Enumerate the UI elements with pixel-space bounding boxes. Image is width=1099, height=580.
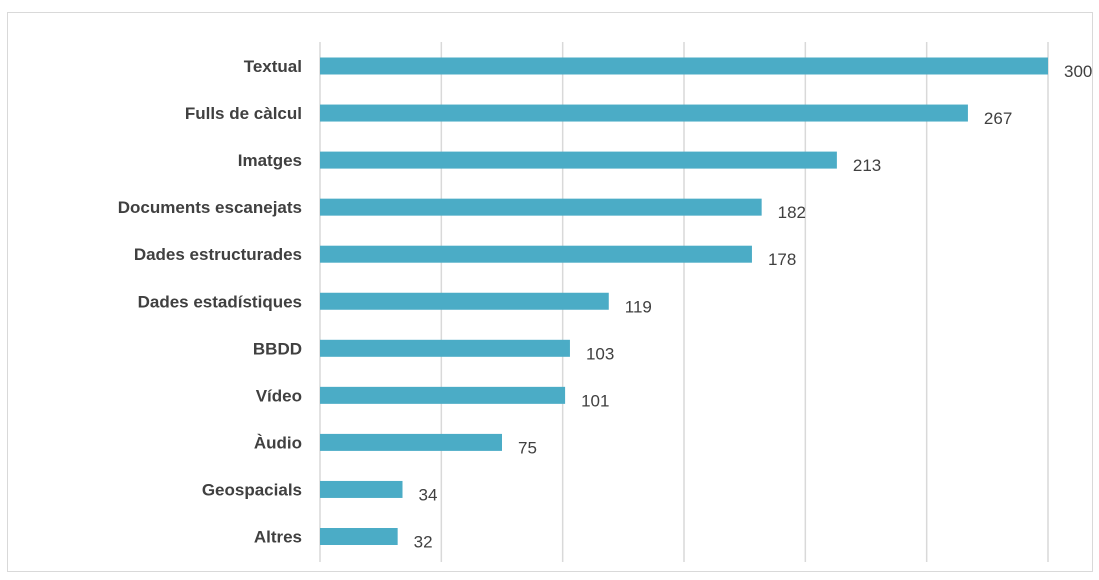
data-label: 267 [984, 109, 1012, 128]
category-label: Vídeo [256, 386, 302, 405]
category-label: Textual [244, 57, 302, 76]
bar [320, 198, 762, 216]
data-label: 178 [768, 250, 796, 269]
bar-layer [320, 57, 1048, 545]
category-label: BBDD [253, 339, 302, 358]
bar [320, 433, 502, 451]
category-label: Fulls de càlcul [185, 104, 302, 123]
bar [320, 480, 403, 498]
bar [320, 386, 566, 404]
data-label: 34 [419, 485, 438, 504]
category-label: Àudio [254, 433, 302, 452]
data-label: 75 [518, 438, 537, 457]
category-label: Imatges [238, 151, 302, 170]
data-label: 182 [778, 203, 806, 222]
bar [320, 528, 398, 545]
label-layer: Textual 300 Fulls de càlcul 267 Imatges 213 Do… [118, 57, 1093, 552]
bar [320, 57, 1048, 75]
bar [320, 292, 609, 310]
category-label: Dades estadístiques [138, 292, 302, 311]
category-label: Geospacials [202, 480, 302, 499]
data-label: 103 [586, 344, 614, 363]
bar [320, 339, 570, 357]
bar [320, 104, 968, 122]
data-label: 213 [853, 156, 881, 175]
category-label: Documents escanejats [118, 198, 302, 217]
data-label: 119 [625, 297, 652, 316]
data-label: 300 [1064, 62, 1092, 81]
data-label: 101 [581, 391, 609, 410]
category-label: Dades estructurades [134, 245, 302, 264]
bar [320, 151, 837, 169]
grid-layer [319, 42, 1049, 562]
bar [320, 245, 752, 263]
category-label: Altres [254, 528, 302, 547]
data-label: 32 [414, 533, 433, 552]
